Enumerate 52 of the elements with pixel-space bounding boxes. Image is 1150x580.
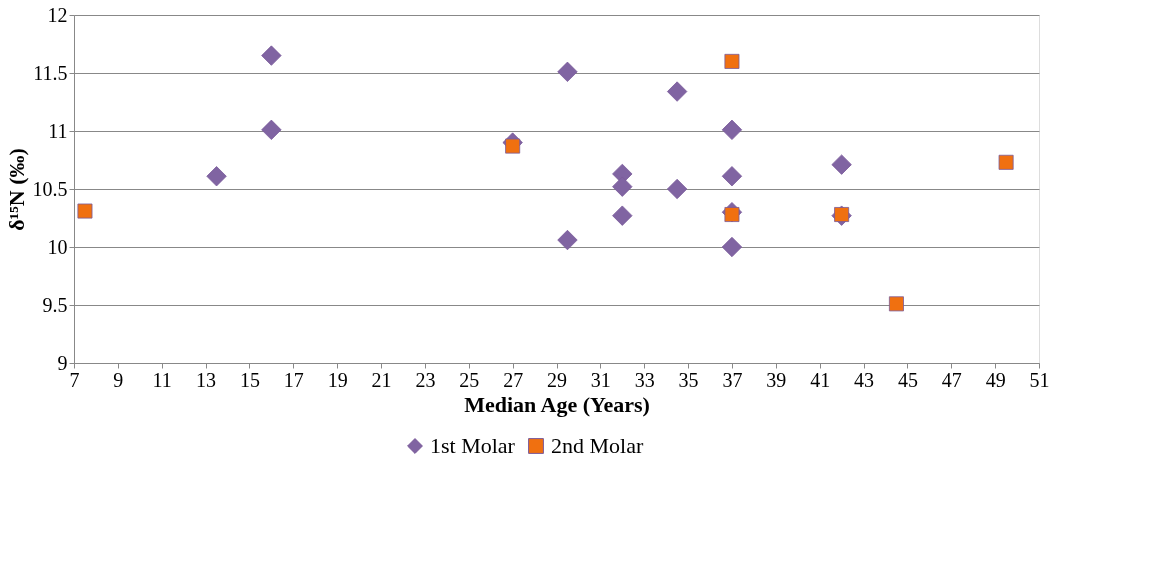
x-tick-label: 21 — [371, 368, 392, 391]
x-tick-label: 35 — [678, 368, 699, 391]
x-tick-label: 31 — [590, 368, 611, 391]
x-tick-label: 13 — [196, 368, 217, 391]
x-tick-label: 17 — [283, 368, 304, 391]
point — [557, 61, 578, 82]
y-tick-label: 11.5 — [33, 61, 68, 84]
point — [721, 119, 743, 140]
point — [831, 154, 852, 175]
x-tick-label: 25 — [459, 368, 480, 391]
point — [77, 203, 93, 219]
y-tick-label: 12 — [47, 3, 68, 26]
y-tick-label: 11 — [48, 119, 68, 142]
x-tick-label: 7 — [69, 368, 80, 391]
point — [612, 205, 633, 226]
point — [724, 53, 740, 69]
y-tick-label: 10.5 — [32, 177, 68, 200]
y-tick-label: 9 — [57, 351, 68, 374]
point — [721, 236, 743, 258]
point — [666, 178, 688, 200]
x-tick-label: 15 — [239, 368, 260, 391]
x-tick-label: 41 — [810, 368, 831, 391]
y-tick-label: 10 — [47, 235, 68, 258]
x-tick-label: 47 — [941, 368, 962, 391]
y-tick-label: 9.5 — [42, 293, 68, 316]
x-tick-label: 11 — [152, 368, 172, 391]
point — [206, 166, 227, 187]
legend-label: 1st Molar — [430, 433, 516, 458]
point — [505, 138, 521, 154]
point — [261, 119, 282, 140]
x-tick-label: 33 — [634, 368, 655, 391]
x-tick-label: 29 — [547, 368, 567, 391]
x-axis-title: Median Age (Years) — [464, 391, 650, 417]
point — [261, 45, 282, 66]
legend-label: 2nd Molar — [551, 433, 644, 458]
x-tick-label: 49 — [985, 368, 1006, 391]
x-tick-label: 23 — [415, 368, 436, 391]
x-tick-label: 37 — [722, 368, 743, 391]
point — [612, 176, 633, 197]
point — [888, 296, 904, 312]
y-axis-title: δ¹⁵N (‰) — [3, 148, 29, 231]
x-tick-label: 43 — [854, 368, 875, 391]
point — [998, 154, 1014, 170]
x-tick-label: 27 — [503, 368, 524, 391]
point — [721, 166, 743, 187]
point — [557, 229, 578, 251]
x-tick-label: 9 — [113, 368, 124, 391]
x-tick-label: 19 — [327, 368, 348, 391]
point — [666, 81, 688, 102]
x-tick-label: 51 — [1029, 368, 1050, 391]
x-tick-label: 45 — [897, 368, 918, 391]
x-tick-label: 39 — [766, 368, 787, 391]
